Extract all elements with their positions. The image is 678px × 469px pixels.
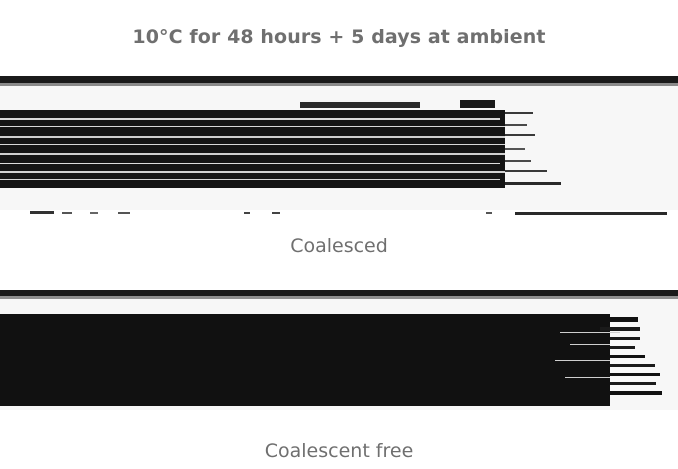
bottom-edge-marks bbox=[30, 211, 667, 215]
coalesced-drawdown-image bbox=[0, 70, 678, 226]
top-edge-bar bbox=[0, 76, 678, 83]
coalescent-free-film bbox=[0, 314, 662, 406]
coalescent-free-caption: Coalescent free bbox=[264, 440, 414, 462]
top-edge-shadow bbox=[0, 83, 678, 86]
top-edge-bar bbox=[0, 290, 678, 296]
figure-title: 10°C for 48 hours + 5 days at ambient bbox=[132, 26, 546, 48]
coalesced-film bbox=[0, 100, 561, 188]
coalescent-free-drawdown-image bbox=[0, 282, 678, 429]
coalesced-caption: Coalesced bbox=[290, 235, 388, 257]
top-edge-shadow bbox=[0, 296, 678, 299]
